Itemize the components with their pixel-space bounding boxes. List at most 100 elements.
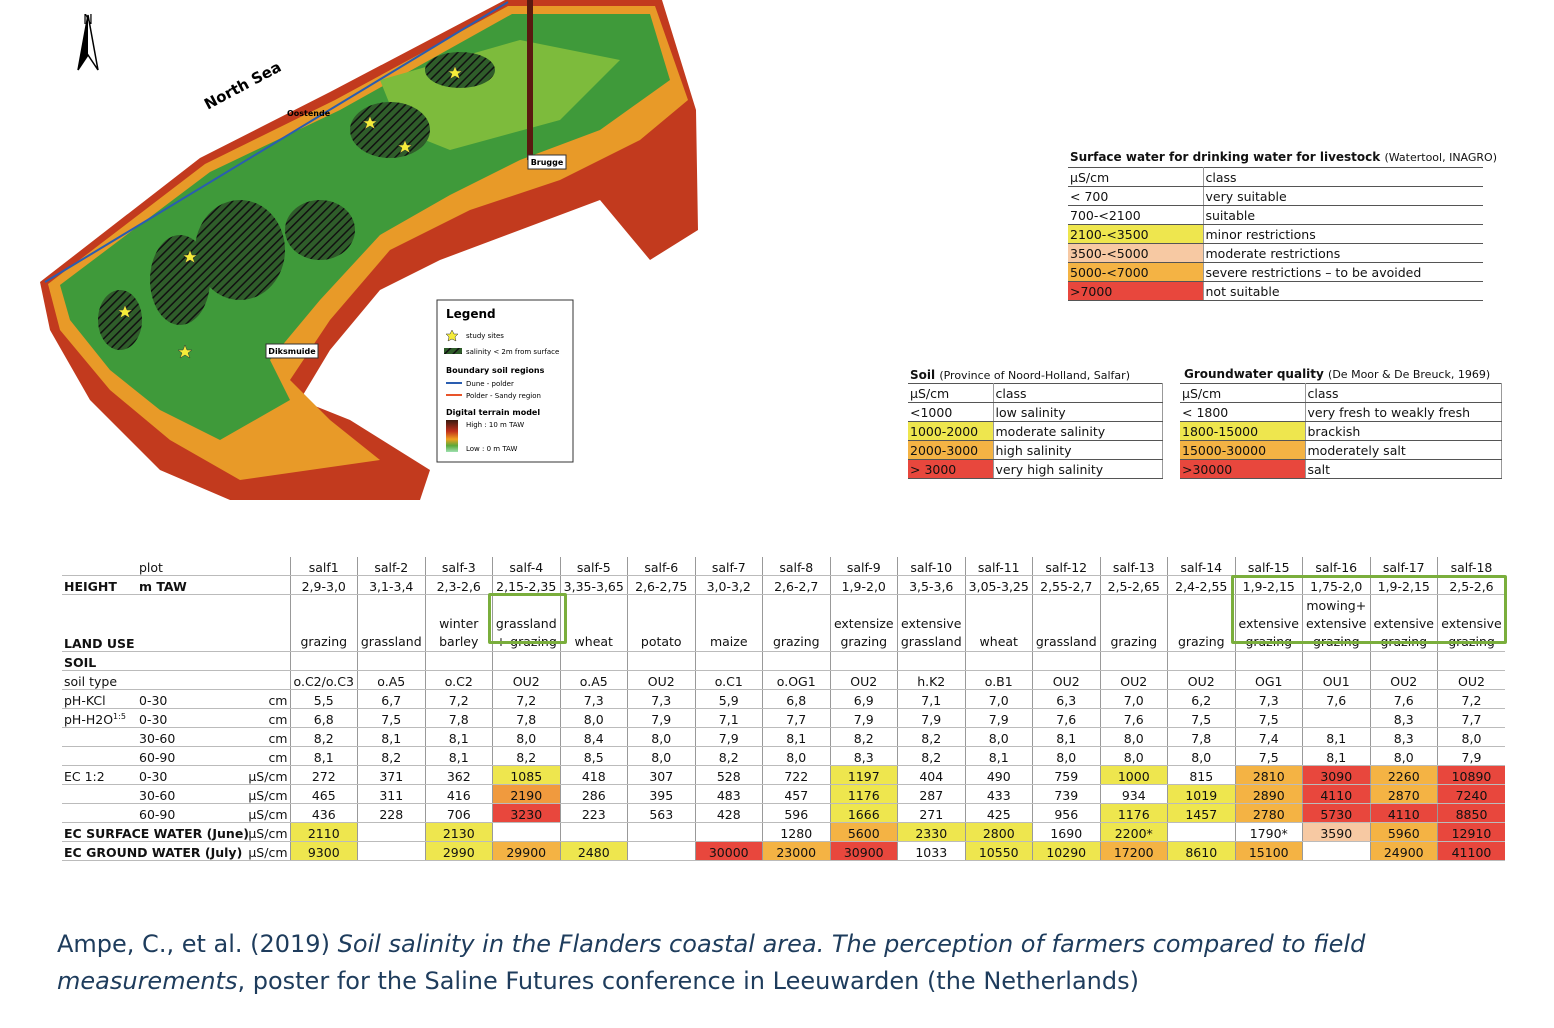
citation-rest: , poster for the Saline Futures conferen… (237, 967, 1139, 995)
legend-hatch (444, 348, 462, 354)
groundwater-table: µS/cm class < 1800 very fresh to weakly fre… (1180, 383, 1502, 479)
value-cell: 1176 (829, 784, 898, 804)
row-sublabel (137, 670, 245, 690)
row-label: EC 1:2 (62, 765, 137, 785)
header-cell: class (992, 383, 1163, 403)
north-label: N (83, 13, 93, 28)
title-text: Surface water for drinking water for liv… (1070, 150, 1381, 164)
value-cell: 8,1 (1032, 727, 1100, 747)
value-cell: 2130 (424, 822, 493, 842)
value-cell: OU2 (1099, 670, 1168, 690)
class-cell: salt (1304, 459, 1502, 479)
value-cell: 7,1 (694, 708, 763, 728)
data-row: 60-90 cm 8,1 8,2 8,1 8,2 8,5 8,0 8,2 8,0 8,3 8,2 8,1… (62, 746, 1505, 766)
plot-header: salf-4 (492, 557, 560, 576)
value-cell: 8,0 (627, 727, 695, 747)
legend-item: Dune - polder (466, 380, 514, 388)
value-cell: 1197 (829, 765, 898, 785)
class-row: 2000-3000 high salinity (908, 440, 1163, 460)
value-cell: 416 (424, 784, 493, 804)
title-text: Soil (910, 368, 936, 382)
value-cell: 2330 (897, 822, 965, 842)
value-cell: 2,5-2,6 (1437, 575, 1505, 595)
value-cell: 2,3-2,6 (424, 575, 493, 595)
class-row: 2100-<3500 minor restrictions (1068, 224, 1483, 244)
class-cell: 2100-<3500 (1068, 224, 1203, 244)
value-cell: 8,2 (829, 727, 898, 747)
row-sublabel: 0-30 (137, 708, 245, 728)
class-cell: very fresh to weakly fresh (1304, 402, 1502, 422)
value-cell: 8,4 (559, 727, 628, 747)
class-cell: 2000-3000 (908, 440, 993, 460)
value-cell: 1457 (1167, 803, 1235, 823)
value-cell: 8,0 (1099, 746, 1168, 766)
value-cell: 7,9 (694, 727, 763, 747)
legend-item: Polder - Sandy region (466, 392, 541, 400)
data-row: pH-KCl 0-30 cm 5,5 6,7 7,2 7,2 7,3 7,3 5,9 6,8 6,9 7… (62, 689, 1505, 709)
plot-header: salf-14 (1167, 557, 1235, 576)
value-cell: 9300 (289, 841, 358, 861)
value-cell: 457 (762, 784, 830, 804)
value-cell: 4110 (1369, 803, 1438, 823)
value-cell (1369, 651, 1438, 671)
value-cell: grazing (1099, 594, 1168, 652)
row-unit: µS/cm (245, 841, 290, 861)
value-cell: 8,2 (357, 746, 425, 766)
value-cell: 8,0 (964, 727, 1033, 747)
value-cell: 8,1 (424, 746, 493, 766)
value-cell: 2,6-2,75 (627, 575, 695, 595)
value-cell: 8,1 (289, 746, 358, 766)
plot-header: salf-9 (829, 557, 898, 576)
salinity-area (425, 52, 495, 88)
value-cell: 2,9-3,0 (289, 575, 358, 595)
value-cell (1167, 822, 1235, 842)
soil-table: µS/cm class <1000 low salinity 1000-2000 mode… (908, 383, 1163, 479)
value-cell: 1666 (829, 803, 898, 823)
value-cell: 3230 (492, 803, 560, 823)
value-cell: 2890 (1234, 784, 1303, 804)
row-sublabel (137, 822, 245, 842)
data-row: SOIL (62, 651, 1505, 671)
class-row: 3500-<5000 moderate restrictions (1068, 243, 1483, 263)
row-unit: µS/cm (245, 822, 290, 842)
citation-title: Soil salinity in the Flanders coastal ar… (57, 930, 1366, 995)
map: N North Sea Oostende Brugge Diksmuide Le… (0, 0, 700, 505)
label-sup: 1:5 (113, 711, 126, 721)
row-label (62, 784, 137, 804)
value-cell: 6,8 (762, 689, 830, 709)
value-cell (694, 651, 763, 671)
value-cell: 5,5 (289, 689, 358, 709)
value-cell: 8,0 (1167, 746, 1235, 766)
value-cell (357, 651, 425, 671)
value-cell: 2480 (559, 841, 628, 861)
value-cell: 8610 (1167, 841, 1235, 861)
value-cell: 6,3 (1032, 689, 1100, 709)
value-cell: 7,5 (357, 708, 425, 728)
class-cell: not suitable (1202, 281, 1483, 301)
row-sublabel (137, 594, 245, 652)
value-cell (1234, 651, 1303, 671)
class-cell: severe restrictions – to be avoided (1202, 262, 1483, 282)
plot-header: salf1 (289, 557, 358, 576)
value-cell: o.B1 (964, 670, 1033, 690)
row-sublabel (137, 841, 245, 861)
row-sublabel: 30-60 (137, 727, 245, 747)
label-cell (245, 557, 290, 576)
row-sublabel (137, 651, 245, 671)
value-cell: 3090 (1302, 765, 1370, 785)
label-text: soil type (64, 674, 118, 689)
row-sublabel: 60-90 (137, 746, 245, 766)
value-cell: 2110 (289, 822, 358, 842)
value-cell: 8,2 (492, 746, 560, 766)
value-cell: 1,9-2,15 (1234, 575, 1303, 595)
value-cell: 271 (897, 803, 965, 823)
value-cell: 10890 (1437, 765, 1505, 785)
value-cell: extensize grazing (829, 594, 898, 652)
value-cell (1302, 708, 1370, 728)
salinity-area (98, 290, 142, 350)
row-sublabel: 0-30 (137, 765, 245, 785)
value-cell: 528 (694, 765, 763, 785)
class-row: < 1800 very fresh to weakly fresh (1180, 402, 1502, 422)
value-cell (1302, 841, 1370, 861)
value-cell: o.C2/o.C3 (289, 670, 358, 690)
